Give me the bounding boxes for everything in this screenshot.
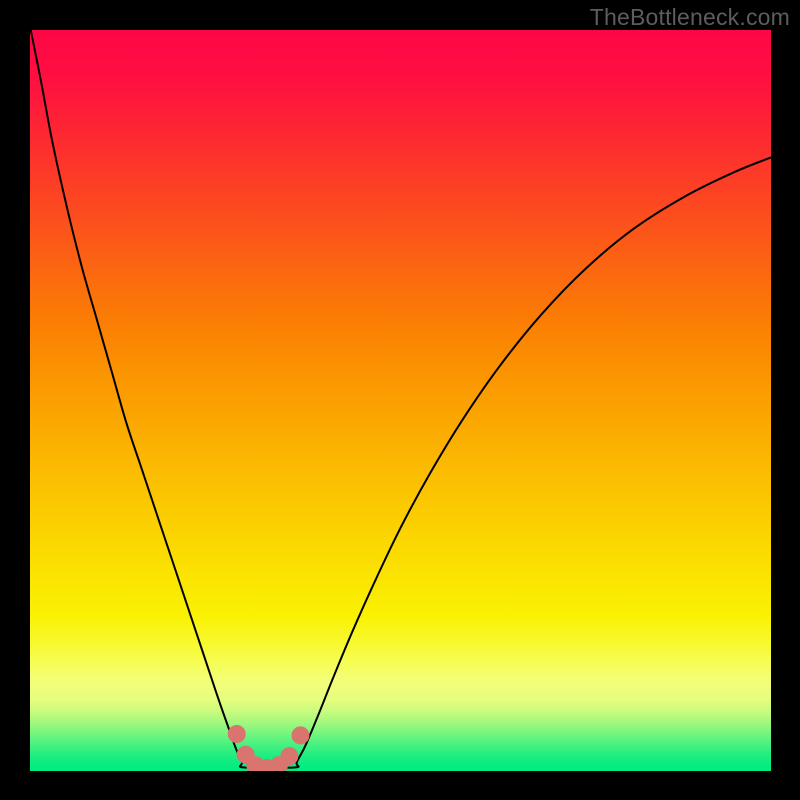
- stage: TheBottleneck.com: [0, 0, 800, 800]
- plot-svg: [30, 30, 771, 771]
- watermark-text: TheBottleneck.com: [590, 4, 790, 31]
- plot-area: [30, 30, 771, 771]
- data-marker: [228, 725, 245, 742]
- data-marker: [292, 727, 309, 744]
- data-marker: [281, 748, 298, 765]
- gradient-background: [30, 30, 771, 771]
